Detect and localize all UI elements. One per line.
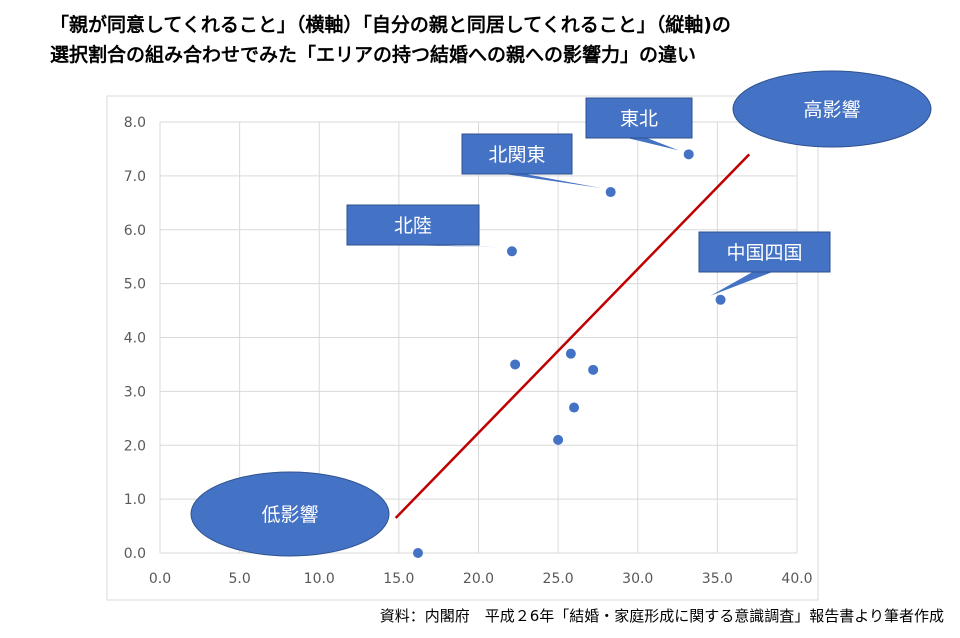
ellipse-label: 高影響: [803, 99, 860, 121]
y-tick-label: 7.0: [124, 169, 146, 185]
ellipse-shape: [190, 471, 390, 557]
x-tick-label: 20.0: [463, 571, 494, 587]
data-point: [565, 348, 576, 359]
x-tick-label: 35.0: [702, 571, 733, 587]
y-tick-label: 1.0: [124, 492, 146, 508]
callout-北関東: 北関東: [461, 133, 601, 189]
callout-tail: [710, 272, 773, 296]
callout-tail: [401, 245, 502, 248]
y-tick-label: 4.0: [124, 331, 146, 347]
y-tick-label: 3.0: [124, 384, 146, 400]
callout-box: [346, 204, 480, 246]
callout-北陸: 北陸: [346, 204, 502, 248]
callout-box: [698, 231, 831, 273]
source-note: 資料：内閣府 平成２6年「結婚・家庭形成に関する意識調査」報告書より筆者作成: [379, 607, 944, 625]
callout-tail: [627, 138, 679, 151]
trend-line: [394, 153, 751, 519]
x-tick-label: 0.0: [149, 571, 171, 587]
callout-box: [461, 133, 573, 175]
ellipse-高影響: 高影響: [732, 70, 932, 148]
chart-title-line-2: 選択割合の組み合わせでみた「エリアの持つ結婚への親への影響力」の違い: [50, 44, 697, 66]
data-point: [683, 149, 694, 160]
x-tick-label: 25.0: [543, 571, 574, 587]
callout-label: 北陸: [394, 215, 432, 237]
ellipse-低影響: 低影響: [190, 471, 390, 557]
chart-title: 「親が同意してくれること」（横軸）「自分の親と同居してくれること」（縦軸)の 選…: [50, 10, 950, 70]
ellipse-label: 低影響: [261, 504, 318, 526]
x-tick-label: 5.0: [228, 571, 250, 587]
callout-label: 東北: [620, 108, 658, 130]
data-point: [506, 246, 517, 257]
callout-label: 北関東: [488, 144, 545, 166]
x-tick-label: 10.0: [304, 571, 335, 587]
data-point: [588, 364, 599, 375]
x-tick-label: 40.0: [781, 571, 812, 587]
x-tick-label: 15.0: [383, 571, 414, 587]
data-point: [412, 548, 423, 558]
y-tick-label: 6.0: [124, 223, 146, 239]
ellipse-shape: [732, 70, 932, 148]
y-tick-label: 5.0: [124, 277, 146, 293]
data-point: [715, 294, 726, 305]
data-point: [569, 402, 580, 413]
callout-tail: [505, 174, 601, 189]
callout-label: 中国四国: [726, 242, 802, 264]
y-tick-label: 8.0: [124, 115, 146, 131]
chart-title-line-1: 「親が同意してくれること」（横軸）「自分の親と同居してくれること」（縦軸)の: [50, 14, 731, 36]
y-tick-label: 0.0: [124, 546, 146, 562]
data-point: [553, 434, 564, 445]
callout-box: [585, 97, 693, 139]
x-tick-label: 30.0: [622, 571, 653, 587]
y-tick-label: 2.0: [124, 438, 146, 454]
data-point: [605, 187, 616, 198]
callout-東北: 東北: [585, 97, 693, 151]
data-point: [510, 359, 521, 370]
callout-中国四国: 中国四国: [698, 231, 831, 296]
